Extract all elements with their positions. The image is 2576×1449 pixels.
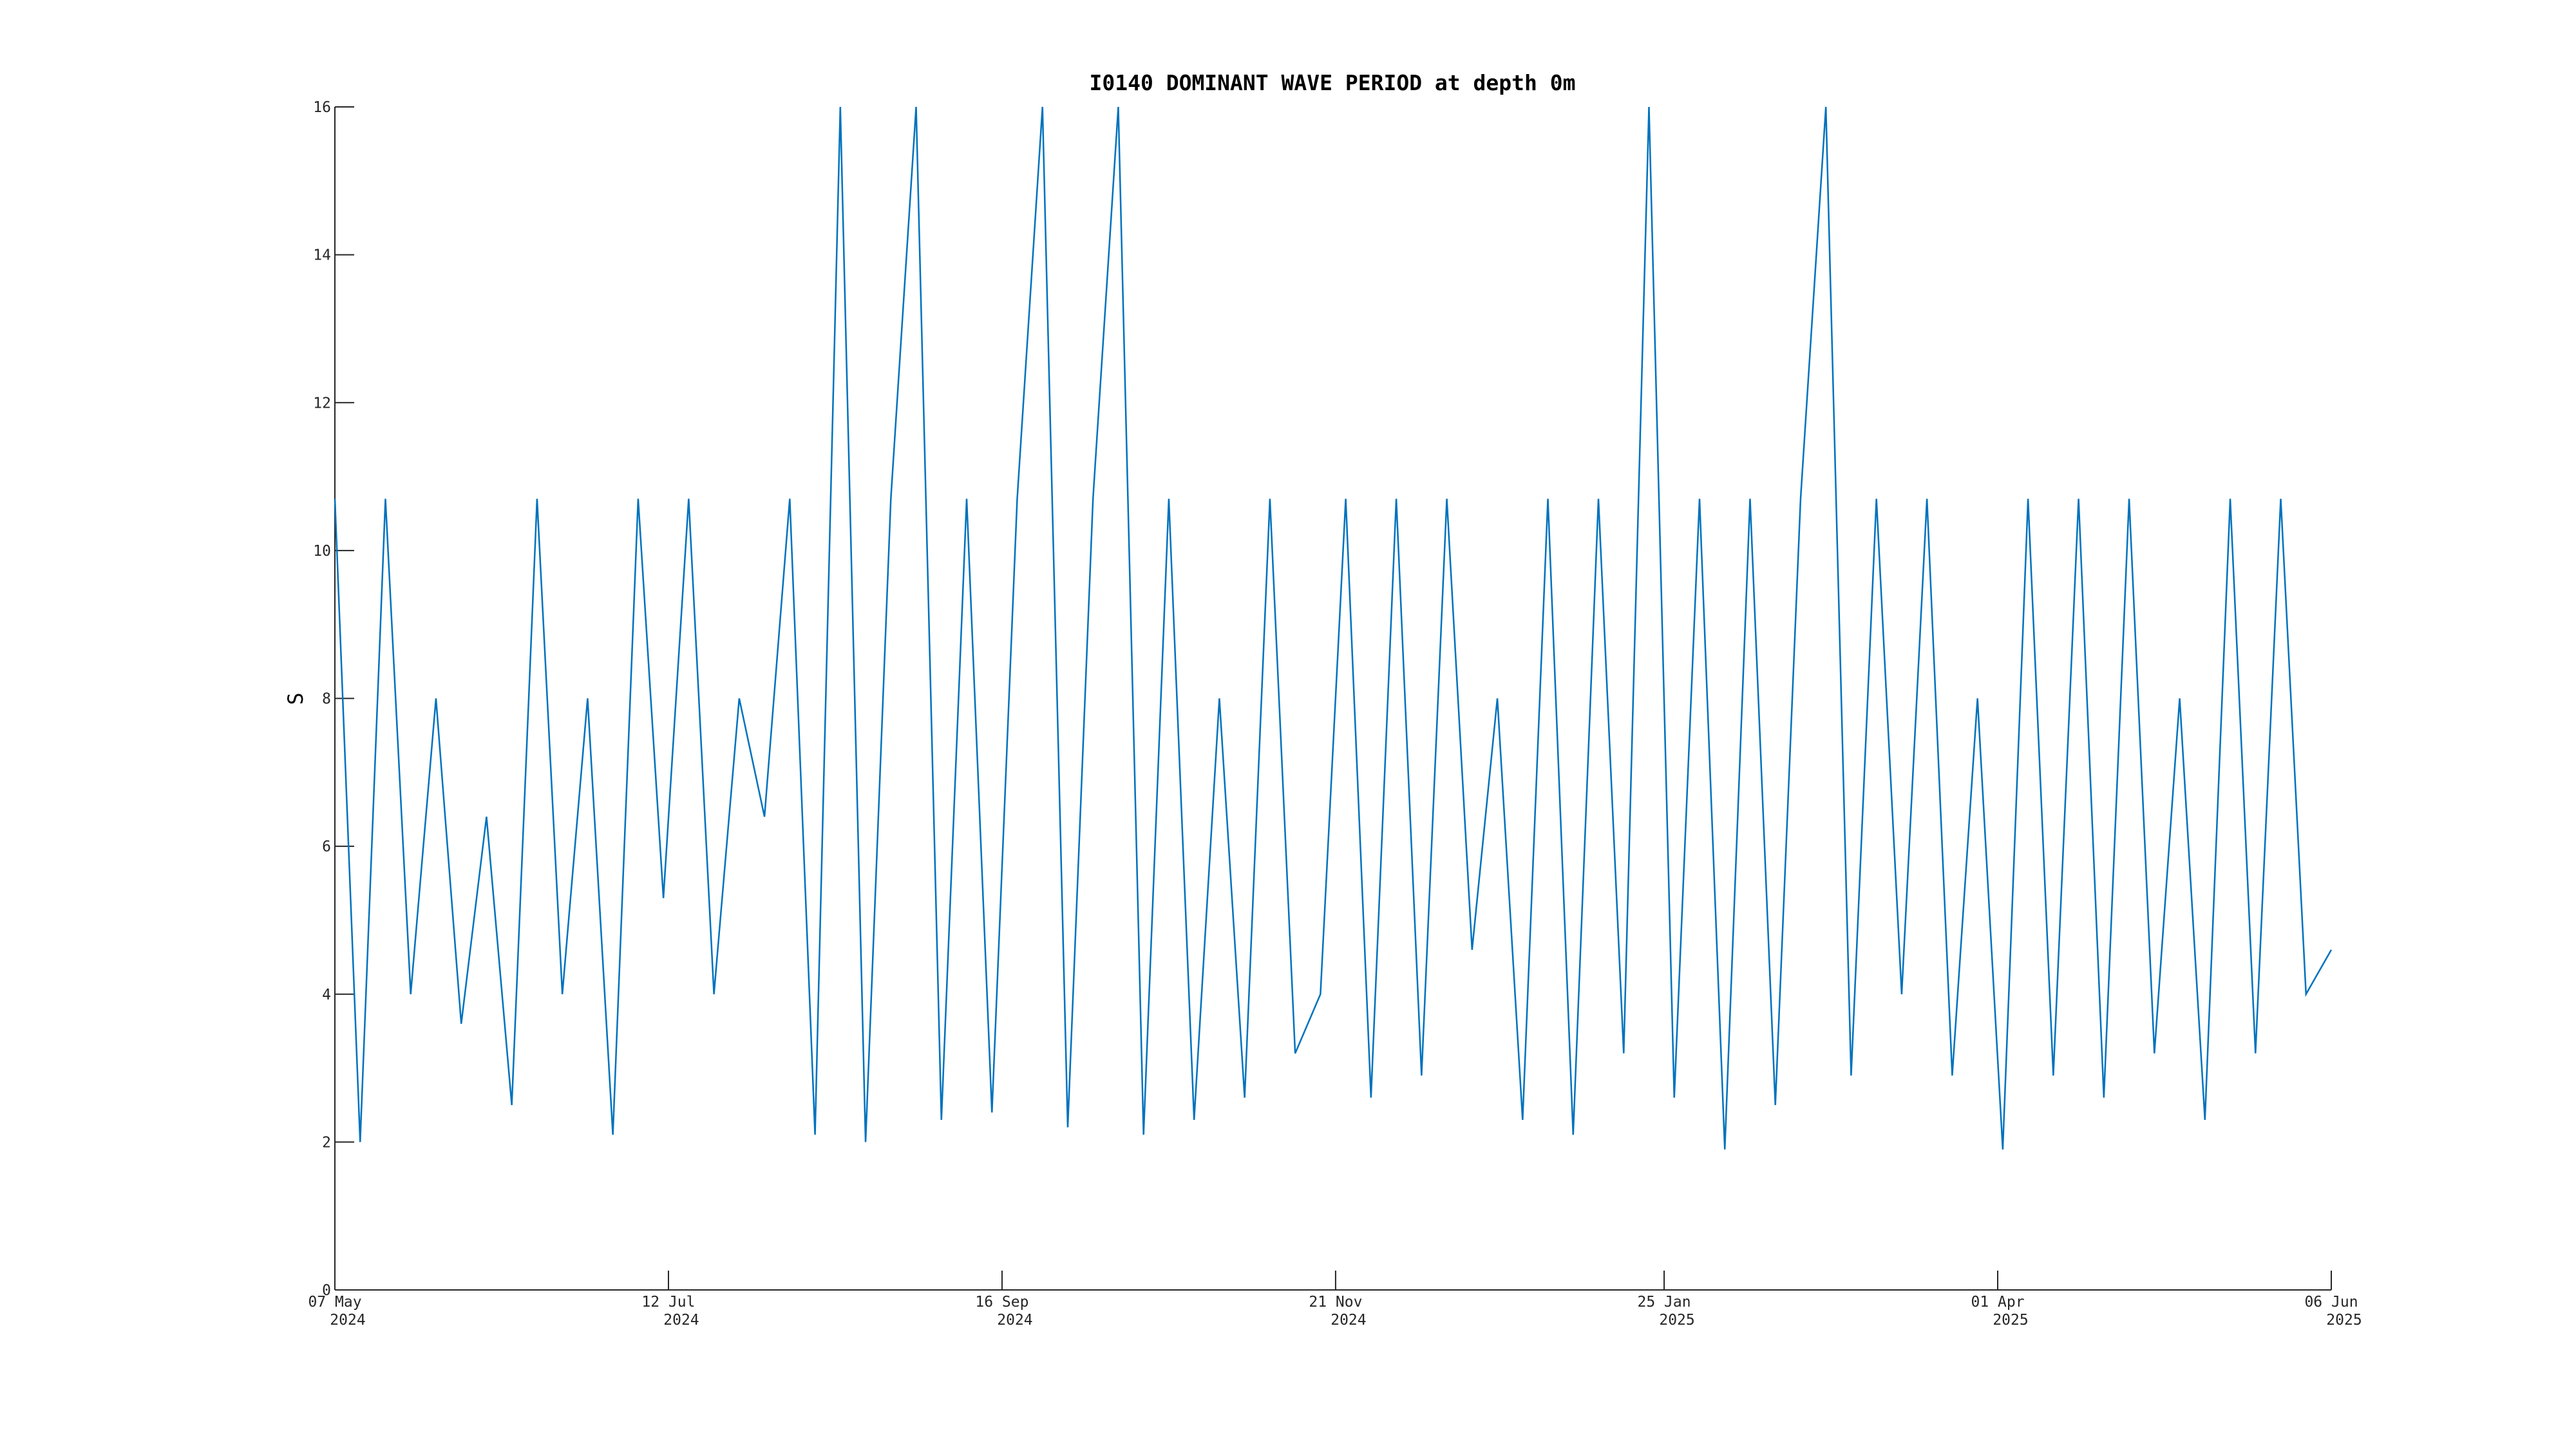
data-line xyxy=(334,106,2333,1150)
x-tick-label: 12 Jul 2024 xyxy=(641,1294,699,1329)
x-tick-label: 06 Jun 2025 xyxy=(2304,1294,2362,1329)
y-tick-label: 10 xyxy=(313,543,331,560)
y-tick-label: 14 xyxy=(313,247,331,264)
x-tick-label: 01 Apr 2025 xyxy=(1971,1294,2028,1329)
x-tick-label: 21 Nov 2024 xyxy=(1309,1294,1366,1329)
x-tick-label: 07 May 2024 xyxy=(308,1294,365,1329)
y-tick-label: 2 xyxy=(322,1134,331,1151)
chart-title: I0140 DOMINANT WAVE PERIOD at depth 0m xyxy=(1090,70,1576,95)
y-axis-label: S xyxy=(283,692,308,705)
x-tick-label: 16 Sep 2024 xyxy=(975,1294,1032,1329)
y-tick-label: 4 xyxy=(322,987,331,1003)
y-tick-label: 12 xyxy=(313,395,331,412)
y-tick-label: 0 xyxy=(322,1282,331,1299)
y-tick-label: 6 xyxy=(322,838,331,855)
y-tick-label: 8 xyxy=(322,691,331,708)
y-tick-label: 16 xyxy=(313,99,331,116)
x-tick-label: 25 Jan 2025 xyxy=(1638,1294,1695,1329)
